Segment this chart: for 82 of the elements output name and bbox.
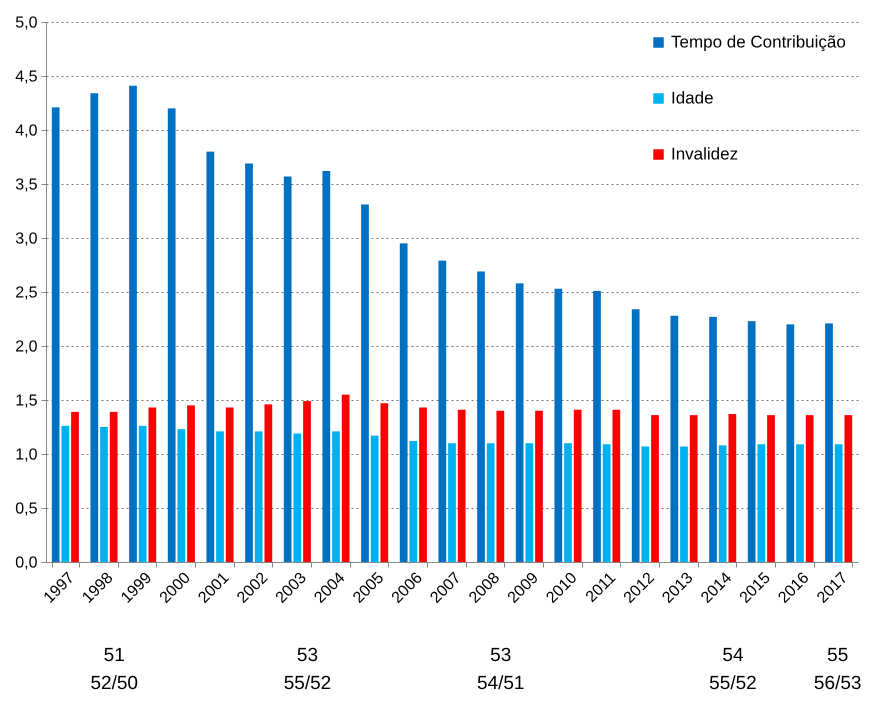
y-tick-label: 4,5 xyxy=(15,68,38,86)
bar xyxy=(680,446,688,562)
bar xyxy=(245,163,253,562)
y-tick-label: 4,0 xyxy=(15,122,38,140)
bar xyxy=(419,408,427,562)
bar xyxy=(187,405,195,562)
legend-label: Invalidez xyxy=(671,144,738,164)
y-tick-label: 2,0 xyxy=(15,338,38,356)
y-tick-label: 3,0 xyxy=(15,230,38,248)
bar xyxy=(438,260,446,562)
y-tick-label: 1,0 xyxy=(15,446,38,464)
bar xyxy=(380,403,388,562)
y-tick-label: 2,5 xyxy=(15,284,38,302)
bar xyxy=(100,427,108,562)
bar xyxy=(71,412,79,562)
bar xyxy=(148,408,156,562)
legend-label: Tempo de Contribuição xyxy=(671,32,846,52)
y-tick-label: 0,0 xyxy=(15,554,38,572)
legend-label: Idade xyxy=(671,88,714,108)
bar xyxy=(786,324,794,562)
bar xyxy=(332,431,340,562)
bar xyxy=(400,243,408,562)
bar xyxy=(632,309,640,562)
bar xyxy=(138,426,147,562)
bar xyxy=(284,176,292,562)
bar xyxy=(564,443,572,562)
bar xyxy=(612,410,620,562)
bar xyxy=(728,414,736,562)
bar xyxy=(342,394,350,562)
bar xyxy=(844,415,852,562)
bar xyxy=(690,415,698,562)
bar xyxy=(216,431,224,562)
bar xyxy=(757,444,766,562)
bar xyxy=(293,433,302,562)
bar xyxy=(264,404,272,562)
y-tick-label: 3,5 xyxy=(15,176,38,194)
text: 54 55/52 xyxy=(709,645,757,694)
bar xyxy=(370,436,379,562)
bar xyxy=(593,290,601,562)
bar xyxy=(825,323,833,562)
text: 53 55/52 xyxy=(284,645,332,694)
bar xyxy=(448,443,456,562)
bar xyxy=(361,204,369,562)
bar xyxy=(525,443,534,562)
bar xyxy=(206,152,214,562)
bar xyxy=(641,446,650,562)
bar xyxy=(177,429,186,562)
bar xyxy=(486,443,495,562)
bar xyxy=(496,410,504,562)
y-tick-label: 0,5 xyxy=(15,500,38,518)
bar xyxy=(535,410,543,562)
bar xyxy=(168,108,176,562)
text: 51 52/50 xyxy=(90,645,138,694)
bar xyxy=(110,412,118,562)
bar xyxy=(61,426,70,562)
bar xyxy=(322,171,330,562)
bar xyxy=(254,431,263,562)
bar xyxy=(670,316,678,562)
bar xyxy=(574,410,582,562)
bar xyxy=(748,321,756,562)
bar xyxy=(709,316,717,562)
bar xyxy=(477,271,485,562)
text: 53 54/51 xyxy=(476,645,524,694)
bar xyxy=(409,441,418,562)
y-tick-label: 5,0 xyxy=(15,14,38,32)
bar xyxy=(806,415,814,562)
bar xyxy=(129,86,137,562)
bar xyxy=(834,444,843,562)
bar xyxy=(303,401,311,562)
bar xyxy=(90,93,98,562)
bar xyxy=(554,288,562,562)
bar xyxy=(458,410,466,562)
bar xyxy=(718,445,727,562)
bar xyxy=(52,107,60,562)
bar xyxy=(226,408,234,562)
bar xyxy=(651,415,659,562)
bar xyxy=(767,415,775,562)
text: 55 56/53 xyxy=(814,645,862,694)
bar xyxy=(602,444,611,562)
y-tick-label: 1,5 xyxy=(15,392,38,410)
bar xyxy=(796,444,804,562)
bar xyxy=(516,283,524,562)
